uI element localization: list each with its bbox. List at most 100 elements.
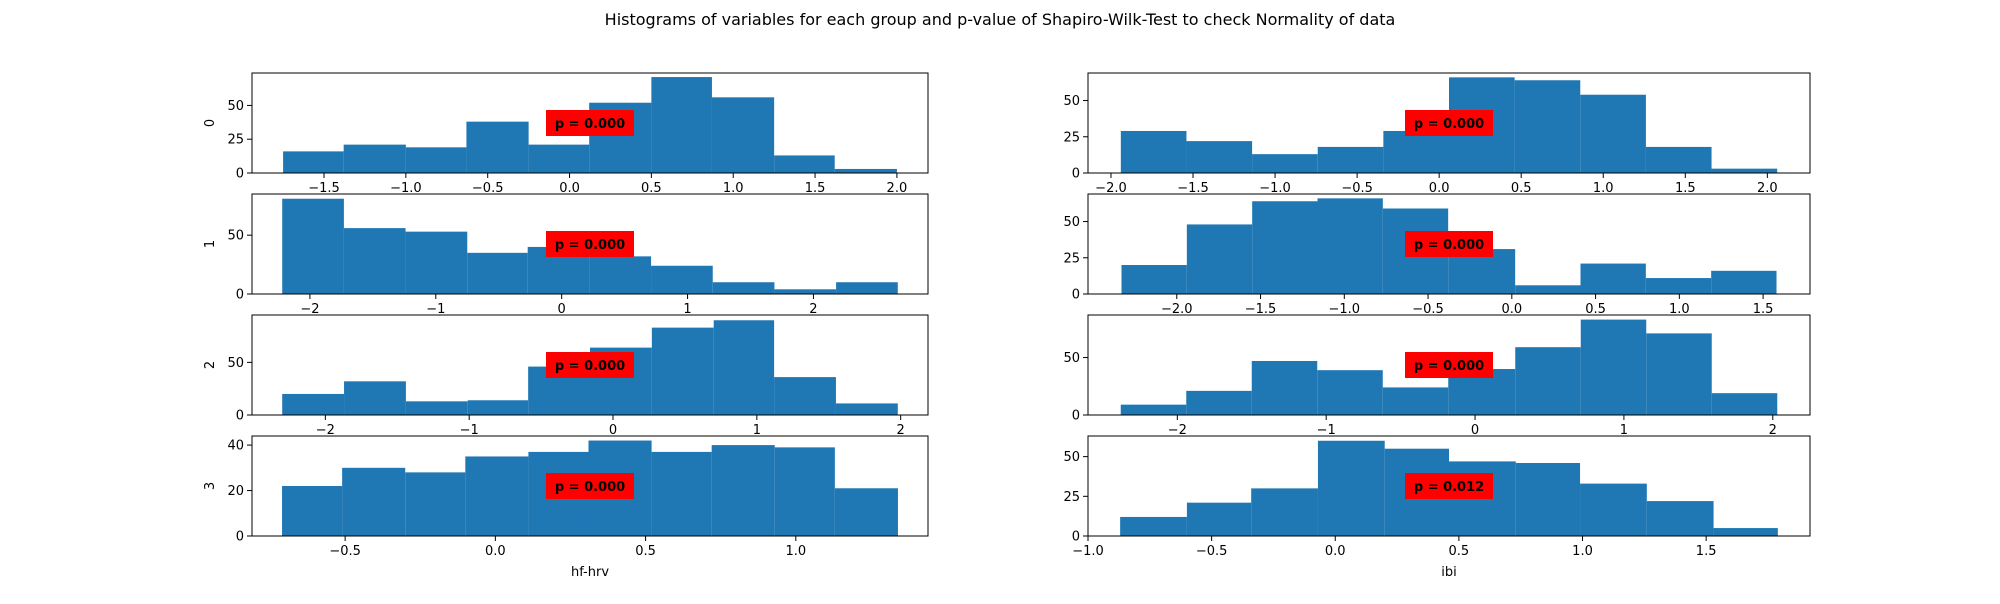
histogram-bar <box>651 265 713 294</box>
histogram-bar <box>405 401 468 415</box>
histogram-bar <box>774 289 837 294</box>
histogram-bar <box>834 168 897 173</box>
x-tick-label: −1.0 <box>1072 544 1104 559</box>
x-tick-label: 0.5 <box>635 544 656 559</box>
histogram-bar <box>835 403 898 415</box>
x-tick-label: 1.0 <box>1572 544 1593 559</box>
x-tick-label: −1.0 <box>1329 302 1361 317</box>
histogram-bar <box>1515 347 1581 415</box>
x-tick-label: 0.0 <box>559 181 580 196</box>
x-tick-label: −1 <box>1317 423 1336 438</box>
p-value-label: p = 0.000 <box>555 359 625 374</box>
histogram-bar <box>282 393 345 415</box>
p-value-badge <box>546 473 634 499</box>
y-axis-label: 2 <box>203 361 218 369</box>
histogram-bar <box>405 231 468 294</box>
histogram-bar <box>343 144 406 173</box>
y-tick-label: 0 <box>1072 288 1080 303</box>
x-tick-label: 0.5 <box>1585 302 1606 317</box>
histogram-bar <box>343 228 406 294</box>
x-tick-label: 0.0 <box>1429 181 1450 196</box>
x-tick-label: 0.0 <box>1325 544 1346 559</box>
histogram-bar <box>589 256 652 294</box>
histogram-bar <box>1580 319 1647 415</box>
x-tick-label: −0.5 <box>472 181 504 196</box>
histogram-bar <box>1711 168 1778 173</box>
x-tick-label: 2 <box>897 423 905 438</box>
y-tick-label: 25 <box>1063 130 1080 145</box>
x-tick-label: 1.0 <box>785 544 806 559</box>
y-tick-label: 50 <box>1063 215 1080 230</box>
histogram-bar <box>1186 224 1253 294</box>
y-tick-label: 20 <box>227 484 244 499</box>
p-value-label: p = 0.012 <box>1414 480 1484 495</box>
axes-frame <box>251 193 929 295</box>
histogram-bar <box>467 400 529 415</box>
x-tick-label: 0 <box>558 302 566 317</box>
histogram-panel-group3-hf-hrv: −0.5 0.0 0.5 1.0 0 20 40 3 hf-hrv p = 0.000 <box>203 435 929 580</box>
y-tick-label: 0 <box>236 288 244 303</box>
histogram-bar <box>1580 94 1646 173</box>
p-value-badge <box>1405 231 1493 257</box>
x-tick-label: −0.5 <box>1196 544 1228 559</box>
histogram-bar <box>711 97 775 173</box>
x-tick-label: −1 <box>426 302 445 317</box>
x-tick-label: 1 <box>683 302 691 317</box>
x-tick-label: 1.0 <box>1593 181 1614 196</box>
x-tick-label: −2.0 <box>1161 302 1193 317</box>
x-tick-label: 1.5 <box>1696 544 1717 559</box>
histogram-bar <box>1186 141 1253 173</box>
y-tick-label: 0 <box>236 530 244 545</box>
histogram-bar <box>467 252 528 294</box>
histogram-bar <box>713 320 775 415</box>
histogram-bar <box>834 488 898 536</box>
y-tick-label: 25 <box>227 133 244 148</box>
histogram-bar <box>1646 333 1712 415</box>
histogram-bar <box>774 447 835 536</box>
y-tick-label: 40 <box>227 439 244 454</box>
x-tick-label: −1 <box>460 423 479 438</box>
histogram-bar <box>282 486 343 536</box>
x-tick-label: 0.5 <box>1511 181 1532 196</box>
histogram-bar <box>1317 198 1383 294</box>
x-tick-label: −0.5 <box>1412 302 1444 317</box>
x-tick-label: 0 <box>1471 423 1479 438</box>
histogram-bar <box>1645 278 1712 294</box>
p-value-badge <box>1405 473 1493 499</box>
axes-frame <box>1087 193 1811 295</box>
histogram-bar <box>712 282 775 294</box>
histogram-bar <box>465 456 529 536</box>
axes-frame <box>1087 435 1811 537</box>
histogram-bar <box>466 121 529 173</box>
histogram-panel-group0-hf-hrv: −1.5 −1.0 −0.5 0.0 0.5 1.0 1.5 2.0 0 25 50 0 p = 0.0… <box>203 72 929 196</box>
y-tick-label: 50 <box>1063 94 1080 109</box>
histogram-bar <box>651 451 712 536</box>
x-tick-label: −1.5 <box>1245 302 1277 317</box>
histogram-panel-group2-ibi: −2 −1 0 1 2 0 50 p = 0.000 <box>1063 314 1811 438</box>
y-tick-label: 50 <box>1063 351 1080 366</box>
histogram-bar <box>282 198 344 294</box>
histogram-bar <box>1252 154 1318 173</box>
histogram-bar <box>1120 516 1187 536</box>
histogram-bar <box>1645 146 1712 173</box>
x-tick-label: 0 <box>609 423 617 438</box>
histogram-bar <box>1580 483 1647 536</box>
x-axis-label: ibi <box>1441 565 1456 580</box>
x-tick-label: 0.0 <box>485 544 506 559</box>
y-tick-label: 0 <box>1072 409 1080 424</box>
histogram-bar <box>1186 502 1252 536</box>
x-tick-label: −1.5 <box>308 181 340 196</box>
x-tick-label: 1.0 <box>723 181 744 196</box>
histogram-panel-group1-hf-hrv: −2 −1 0 1 2 0 50 1 p = 0.000 <box>203 193 929 317</box>
histogram-bar <box>836 282 898 294</box>
histogram-bar <box>774 377 836 415</box>
p-value-label: p = 0.000 <box>555 480 625 495</box>
histogram-bar <box>528 144 590 173</box>
histogram-bar <box>1251 488 1318 536</box>
y-tick-label: 25 <box>1063 490 1080 505</box>
axes-frame <box>251 314 929 416</box>
histogram-bar <box>405 472 466 536</box>
histogram-bar <box>1317 440 1385 536</box>
histogram-bar <box>1711 270 1777 294</box>
